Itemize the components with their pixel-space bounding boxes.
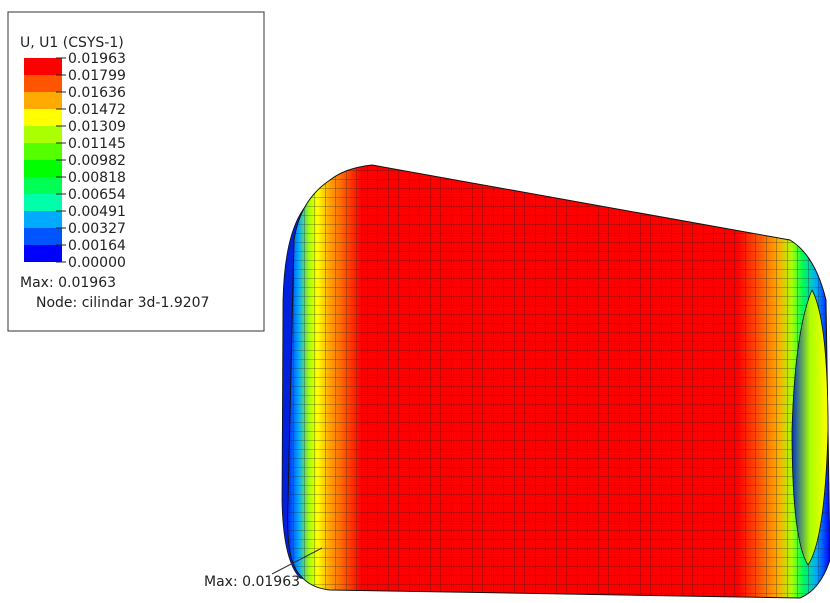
legend-label: 0.01636 <box>68 85 126 101</box>
legend-label: 0.00491 <box>68 204 126 220</box>
legend-swatch <box>24 177 62 194</box>
legend-swatch <box>24 160 62 177</box>
legend-title: U, U1 (CSYS-1) <box>20 35 124 51</box>
legend-swatch <box>24 109 62 126</box>
legend-swatch <box>24 75 62 92</box>
legend-max: Max: 0.01963 <box>20 275 116 291</box>
legend-swatch <box>24 58 62 75</box>
max-annotation: Max: 0.01963 <box>204 574 300 590</box>
legend-label: 0.00164 <box>68 238 126 254</box>
legend-swatch <box>24 92 62 109</box>
legend-node: Node: cilindar 3d-1.9207 <box>36 295 209 311</box>
legend-swatch <box>24 228 62 245</box>
legend-label: 0.00818 <box>68 170 126 186</box>
legend-swatch <box>24 194 62 211</box>
legend-label: 0.00000 <box>68 255 126 271</box>
legend-label: 0.01472 <box>68 102 126 118</box>
legend-label: 0.01963 <box>68 51 126 67</box>
cylinder <box>280 160 830 603</box>
legend-label: 0.01309 <box>68 119 126 135</box>
legend-swatch <box>24 143 62 160</box>
legend-label: 0.00982 <box>68 153 126 169</box>
contour-plot: Max: 0.01963 U, U1 (CSYS-1) Max: 0.01963… <box>0 0 830 603</box>
legend: U, U1 (CSYS-1) Max: 0.01963 Node: cilind… <box>8 12 264 331</box>
legend-label: 0.00327 <box>68 221 126 237</box>
legend-swatch <box>24 245 62 262</box>
legend-label: 0.00654 <box>68 187 126 203</box>
legend-label: 0.01145 <box>68 136 126 152</box>
legend-label: 0.01799 <box>68 68 126 84</box>
legend-swatch <box>24 211 62 228</box>
legend-swatch <box>24 126 62 143</box>
